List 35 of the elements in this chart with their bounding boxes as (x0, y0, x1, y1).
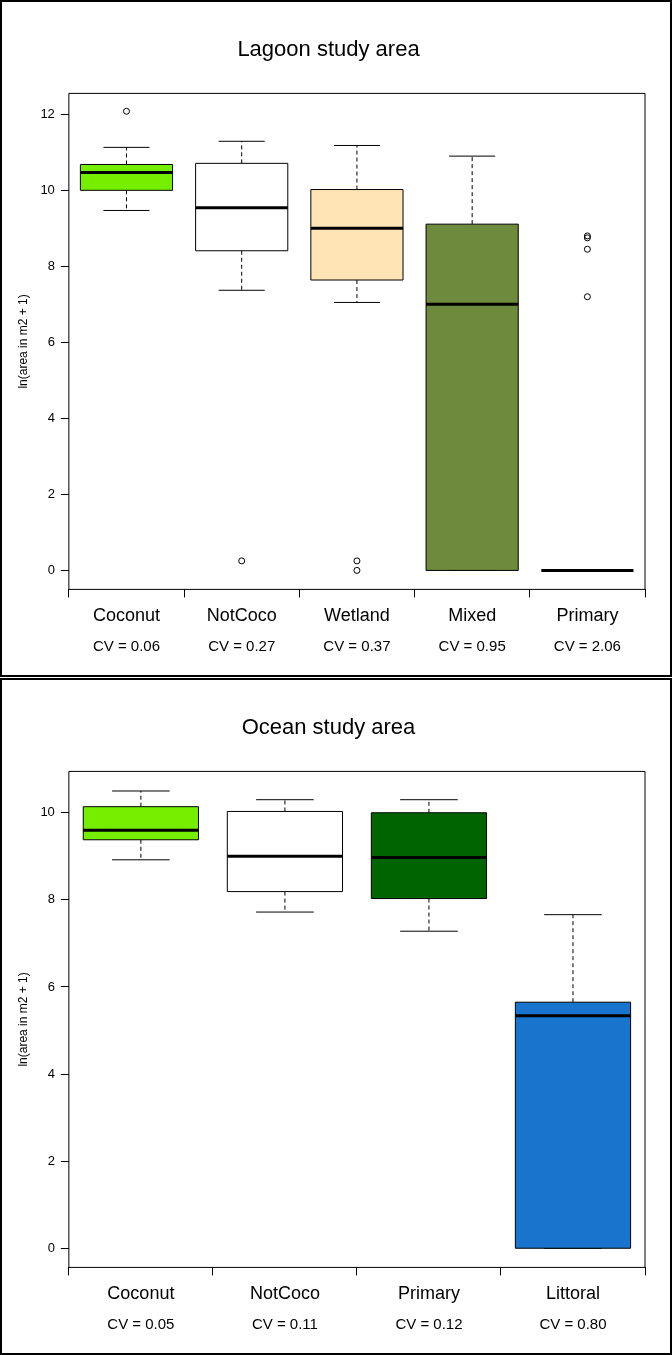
y-tick-label: 0 (47, 1239, 55, 1255)
y-tick-label: 4 (47, 1065, 55, 1081)
x-tick-label: Wetland (324, 605, 390, 626)
chart-title: Ocean study area (241, 714, 417, 740)
text: CV = 0.05 (107, 1315, 175, 1333)
y-tick-label: 8 (47, 891, 55, 907)
y-tick-label: 8 (47, 257, 55, 273)
x-tick-label: NotCoco (249, 1283, 320, 1304)
y-tick-label: 2 (47, 485, 55, 501)
text: CV = 0.37 (323, 637, 391, 655)
y-axis-title: ln(area in m2 + 1) (15, 972, 30, 1067)
x-tick-label: Mixed (448, 605, 497, 626)
y-tick-label: 0 (47, 561, 55, 577)
text: CV = 0.06 (92, 637, 161, 655)
x-tick-label: Coconut (107, 1283, 175, 1304)
text: CV = 0.11 (251, 1315, 318, 1333)
text: CV = 0.95 (438, 637, 506, 655)
y-tick-label: 10 (40, 181, 55, 197)
y-tick-label: 6 (47, 978, 55, 994)
x-tick-label: NotCoco (206, 605, 277, 626)
text: CV = 0.80 (539, 1315, 607, 1333)
y-tick-label: 6 (47, 333, 55, 349)
y-tick-label: 2 (47, 1152, 55, 1168)
text: CV = 2.06 (553, 637, 621, 655)
x-tick-label: Primary (556, 605, 619, 626)
text: CV = 0.27 (208, 637, 276, 655)
y-axis-title: ln(area in m2 + 1) (15, 294, 30, 389)
chart-title: Lagoon study area (237, 36, 421, 62)
x-tick-label: Coconut (92, 605, 160, 626)
y-tick-label: 10 (40, 804, 55, 820)
y-tick-label: 4 (47, 409, 55, 425)
y-tick-label: 12 (40, 105, 55, 121)
x-tick-label: Primary (397, 1283, 460, 1304)
text: CV = 0.12 (395, 1315, 463, 1333)
x-tick-label: Littoral (545, 1283, 600, 1304)
